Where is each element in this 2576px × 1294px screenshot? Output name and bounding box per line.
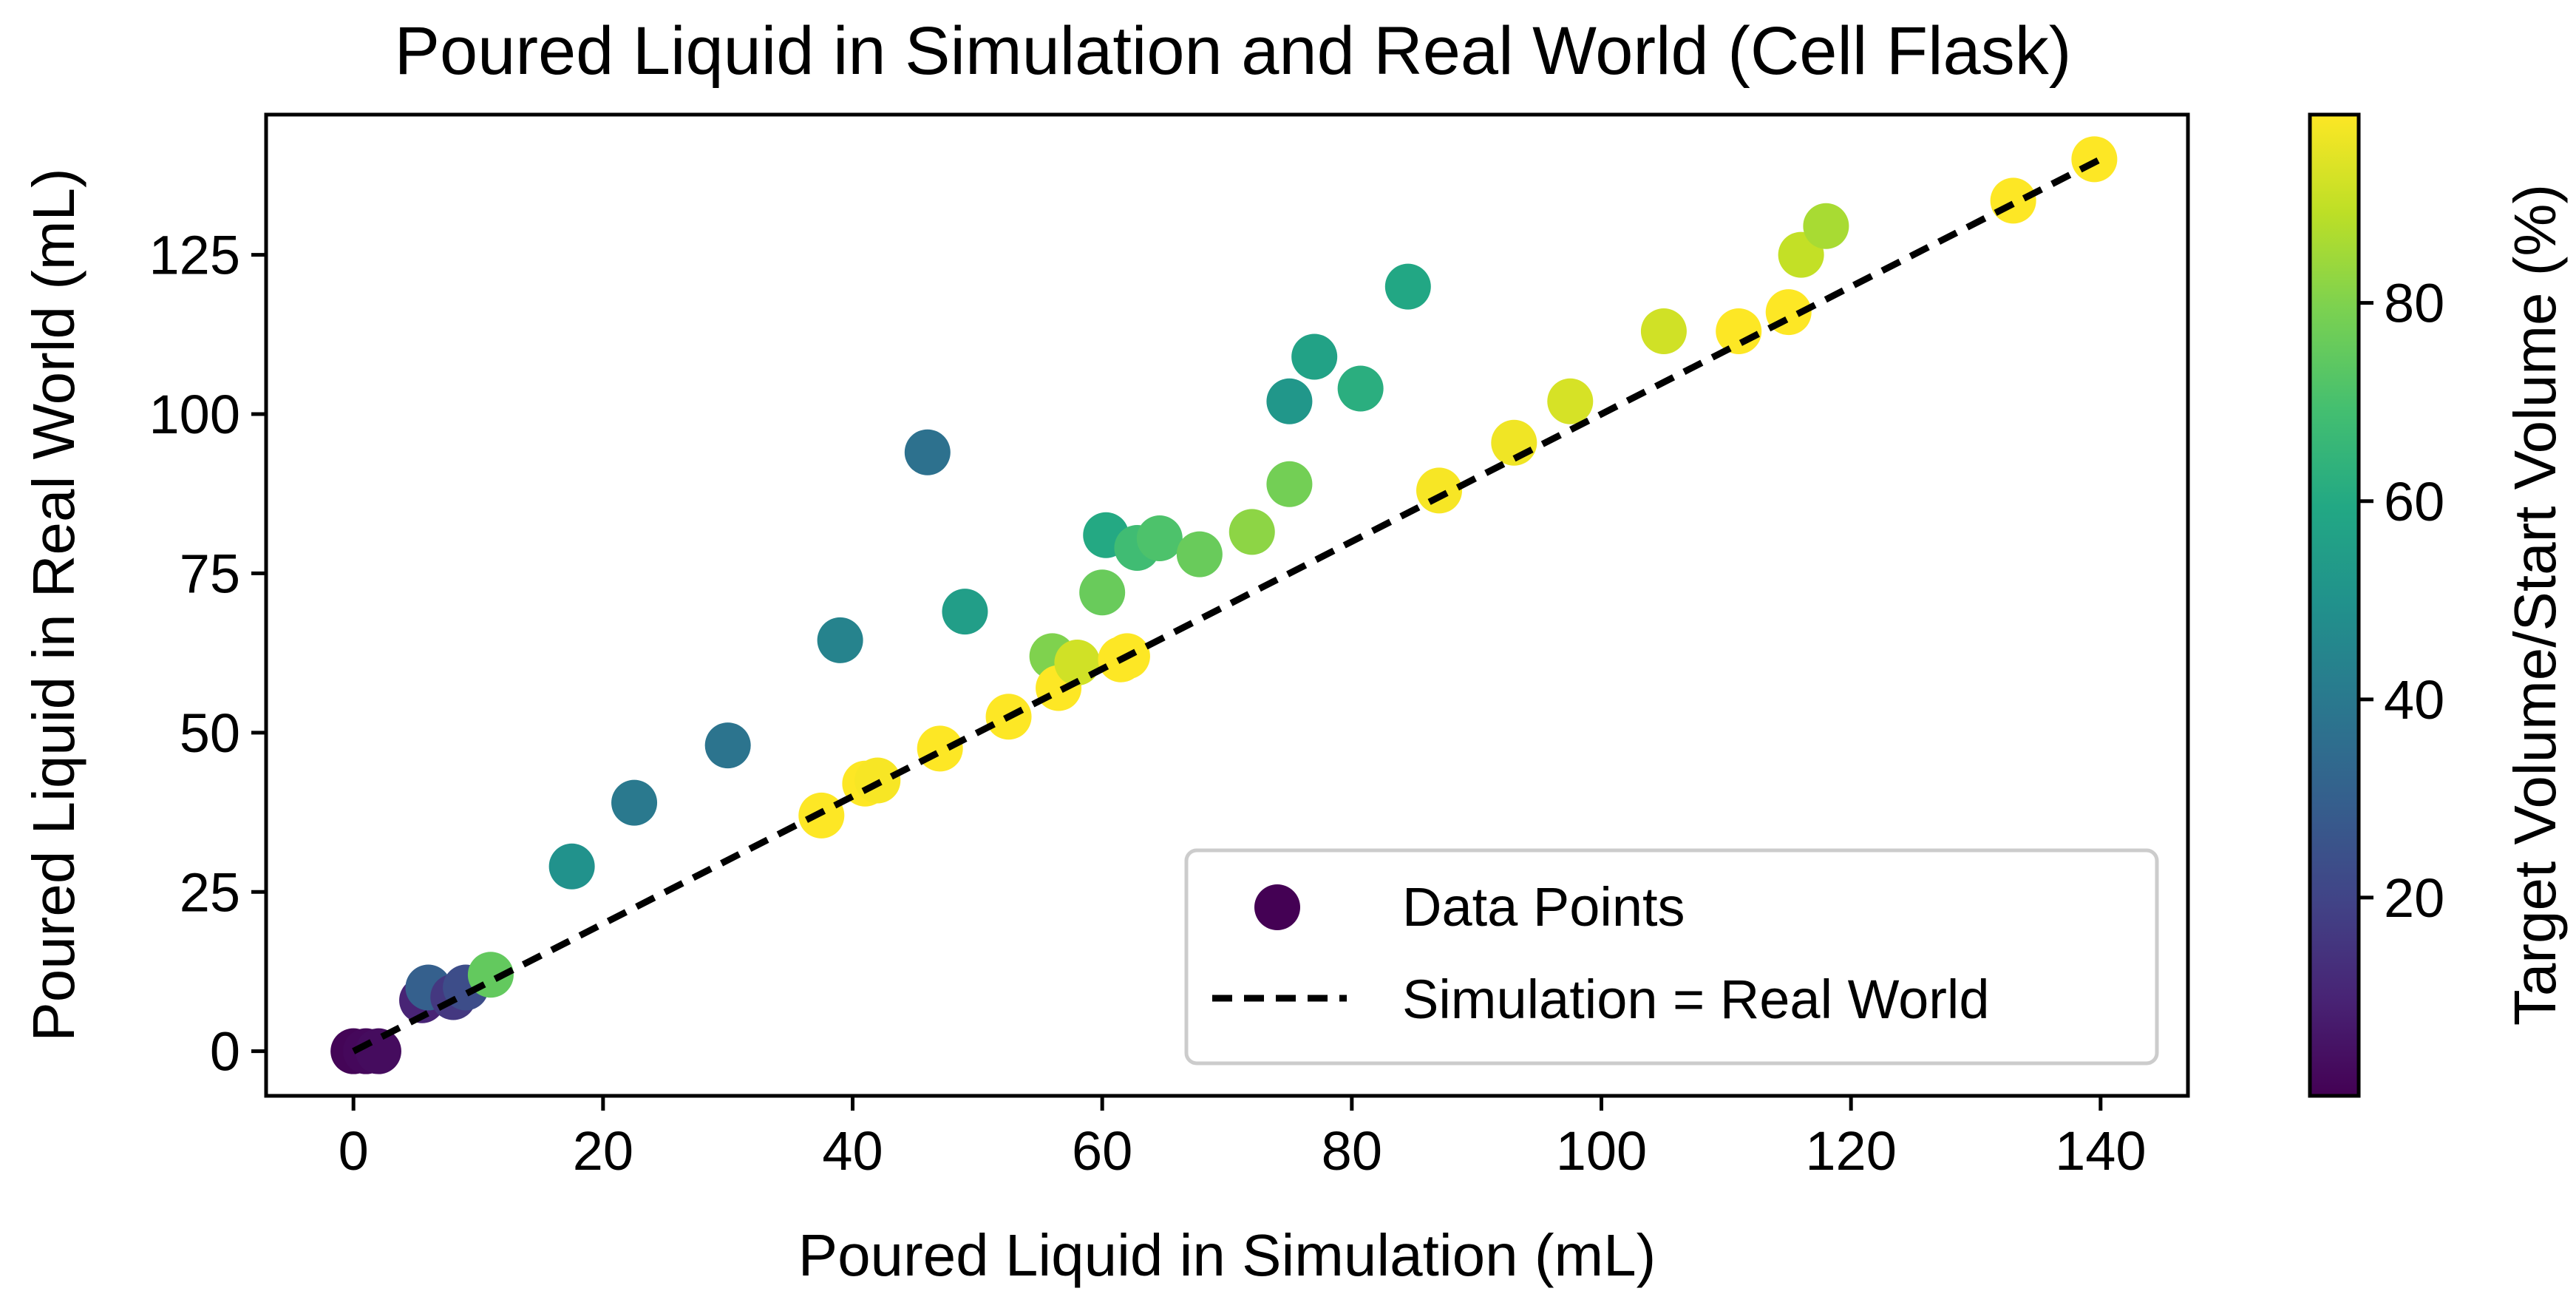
y-tick-label: 125 xyxy=(149,225,240,286)
legend-box xyxy=(1184,848,2159,1066)
data-point xyxy=(1291,333,1338,380)
data-point xyxy=(1990,177,2036,224)
data-point xyxy=(1547,378,1594,424)
data-point xyxy=(1716,308,1762,354)
colorbar: 20 40 60 80 Target Volume/Start Volume (%) xyxy=(2308,112,2568,1098)
data-point xyxy=(1640,308,1687,354)
x-tick-label: 80 xyxy=(1322,1120,1382,1182)
data-point xyxy=(611,779,658,826)
y-axis: 0 25 50 75 100 125 xyxy=(149,225,266,1083)
legend: Data Points Simulation = Real World xyxy=(1184,848,2159,1066)
x-tick-label: 140 xyxy=(2055,1120,2146,1182)
data-point xyxy=(548,843,595,890)
data-point xyxy=(1266,461,1313,507)
data-point xyxy=(1054,640,1101,686)
x-tick-label: 120 xyxy=(1805,1120,1896,1182)
data-point xyxy=(1337,365,1384,412)
data-point xyxy=(817,617,863,663)
colorbar-tick-label: 60 xyxy=(2384,471,2444,532)
colorbar-label: Target Volume/Start Volume (%) xyxy=(2502,184,2568,1026)
data-point xyxy=(1803,203,1849,249)
data-point xyxy=(1384,263,1431,310)
x-tick-label: 100 xyxy=(1556,1120,1647,1182)
identity-line xyxy=(352,156,2102,1054)
data-point xyxy=(1228,509,1275,555)
data-point xyxy=(1079,569,1126,616)
x-tick-label: 40 xyxy=(822,1120,883,1182)
data-point xyxy=(1416,467,1463,514)
data-point xyxy=(1176,531,1223,577)
colorbar-tick-label: 20 xyxy=(2384,867,2444,929)
y-axis-label: Poured Liquid in Real World (mL) xyxy=(21,168,86,1041)
plot-frame xyxy=(264,112,2190,1098)
data-point xyxy=(1491,419,1537,466)
legend-label-identity-line: Simulation = Real World xyxy=(1402,969,1990,1030)
x-axis-label: Poured Liquid in Simulation (mL) xyxy=(798,1222,1656,1288)
x-tick-label: 0 xyxy=(339,1120,369,1182)
colorbar-tick-label: 80 xyxy=(2384,273,2444,334)
x-axis: 0 20 40 60 80 100 120 140 xyxy=(339,1096,2147,1182)
colorbar-tick-label: 40 xyxy=(2384,669,2444,731)
data-point xyxy=(942,589,988,635)
legend-marker-data-points xyxy=(1254,884,1300,930)
x-tick-label: 60 xyxy=(1072,1120,1132,1182)
colorbar-ticks: 20 40 60 80 xyxy=(2359,273,2444,929)
data-point xyxy=(1136,515,1183,562)
data-point xyxy=(355,1028,401,1074)
data-point xyxy=(704,722,751,769)
y-tick-label: 50 xyxy=(180,702,240,764)
legend-label-data-points: Data Points xyxy=(1402,876,1685,938)
y-tick-label: 25 xyxy=(180,861,240,923)
y-tick-label: 0 xyxy=(210,1021,240,1083)
data-point xyxy=(917,725,963,772)
data-point xyxy=(904,429,951,475)
data-point xyxy=(1266,378,1313,424)
chart-title: Poured Liquid in Simulation and Real Wor… xyxy=(395,13,2072,89)
y-tick-label: 100 xyxy=(149,384,240,445)
colorbar-gradient xyxy=(2308,112,2361,1098)
y-tick-label: 75 xyxy=(180,543,240,604)
x-tick-label: 20 xyxy=(573,1120,633,1182)
